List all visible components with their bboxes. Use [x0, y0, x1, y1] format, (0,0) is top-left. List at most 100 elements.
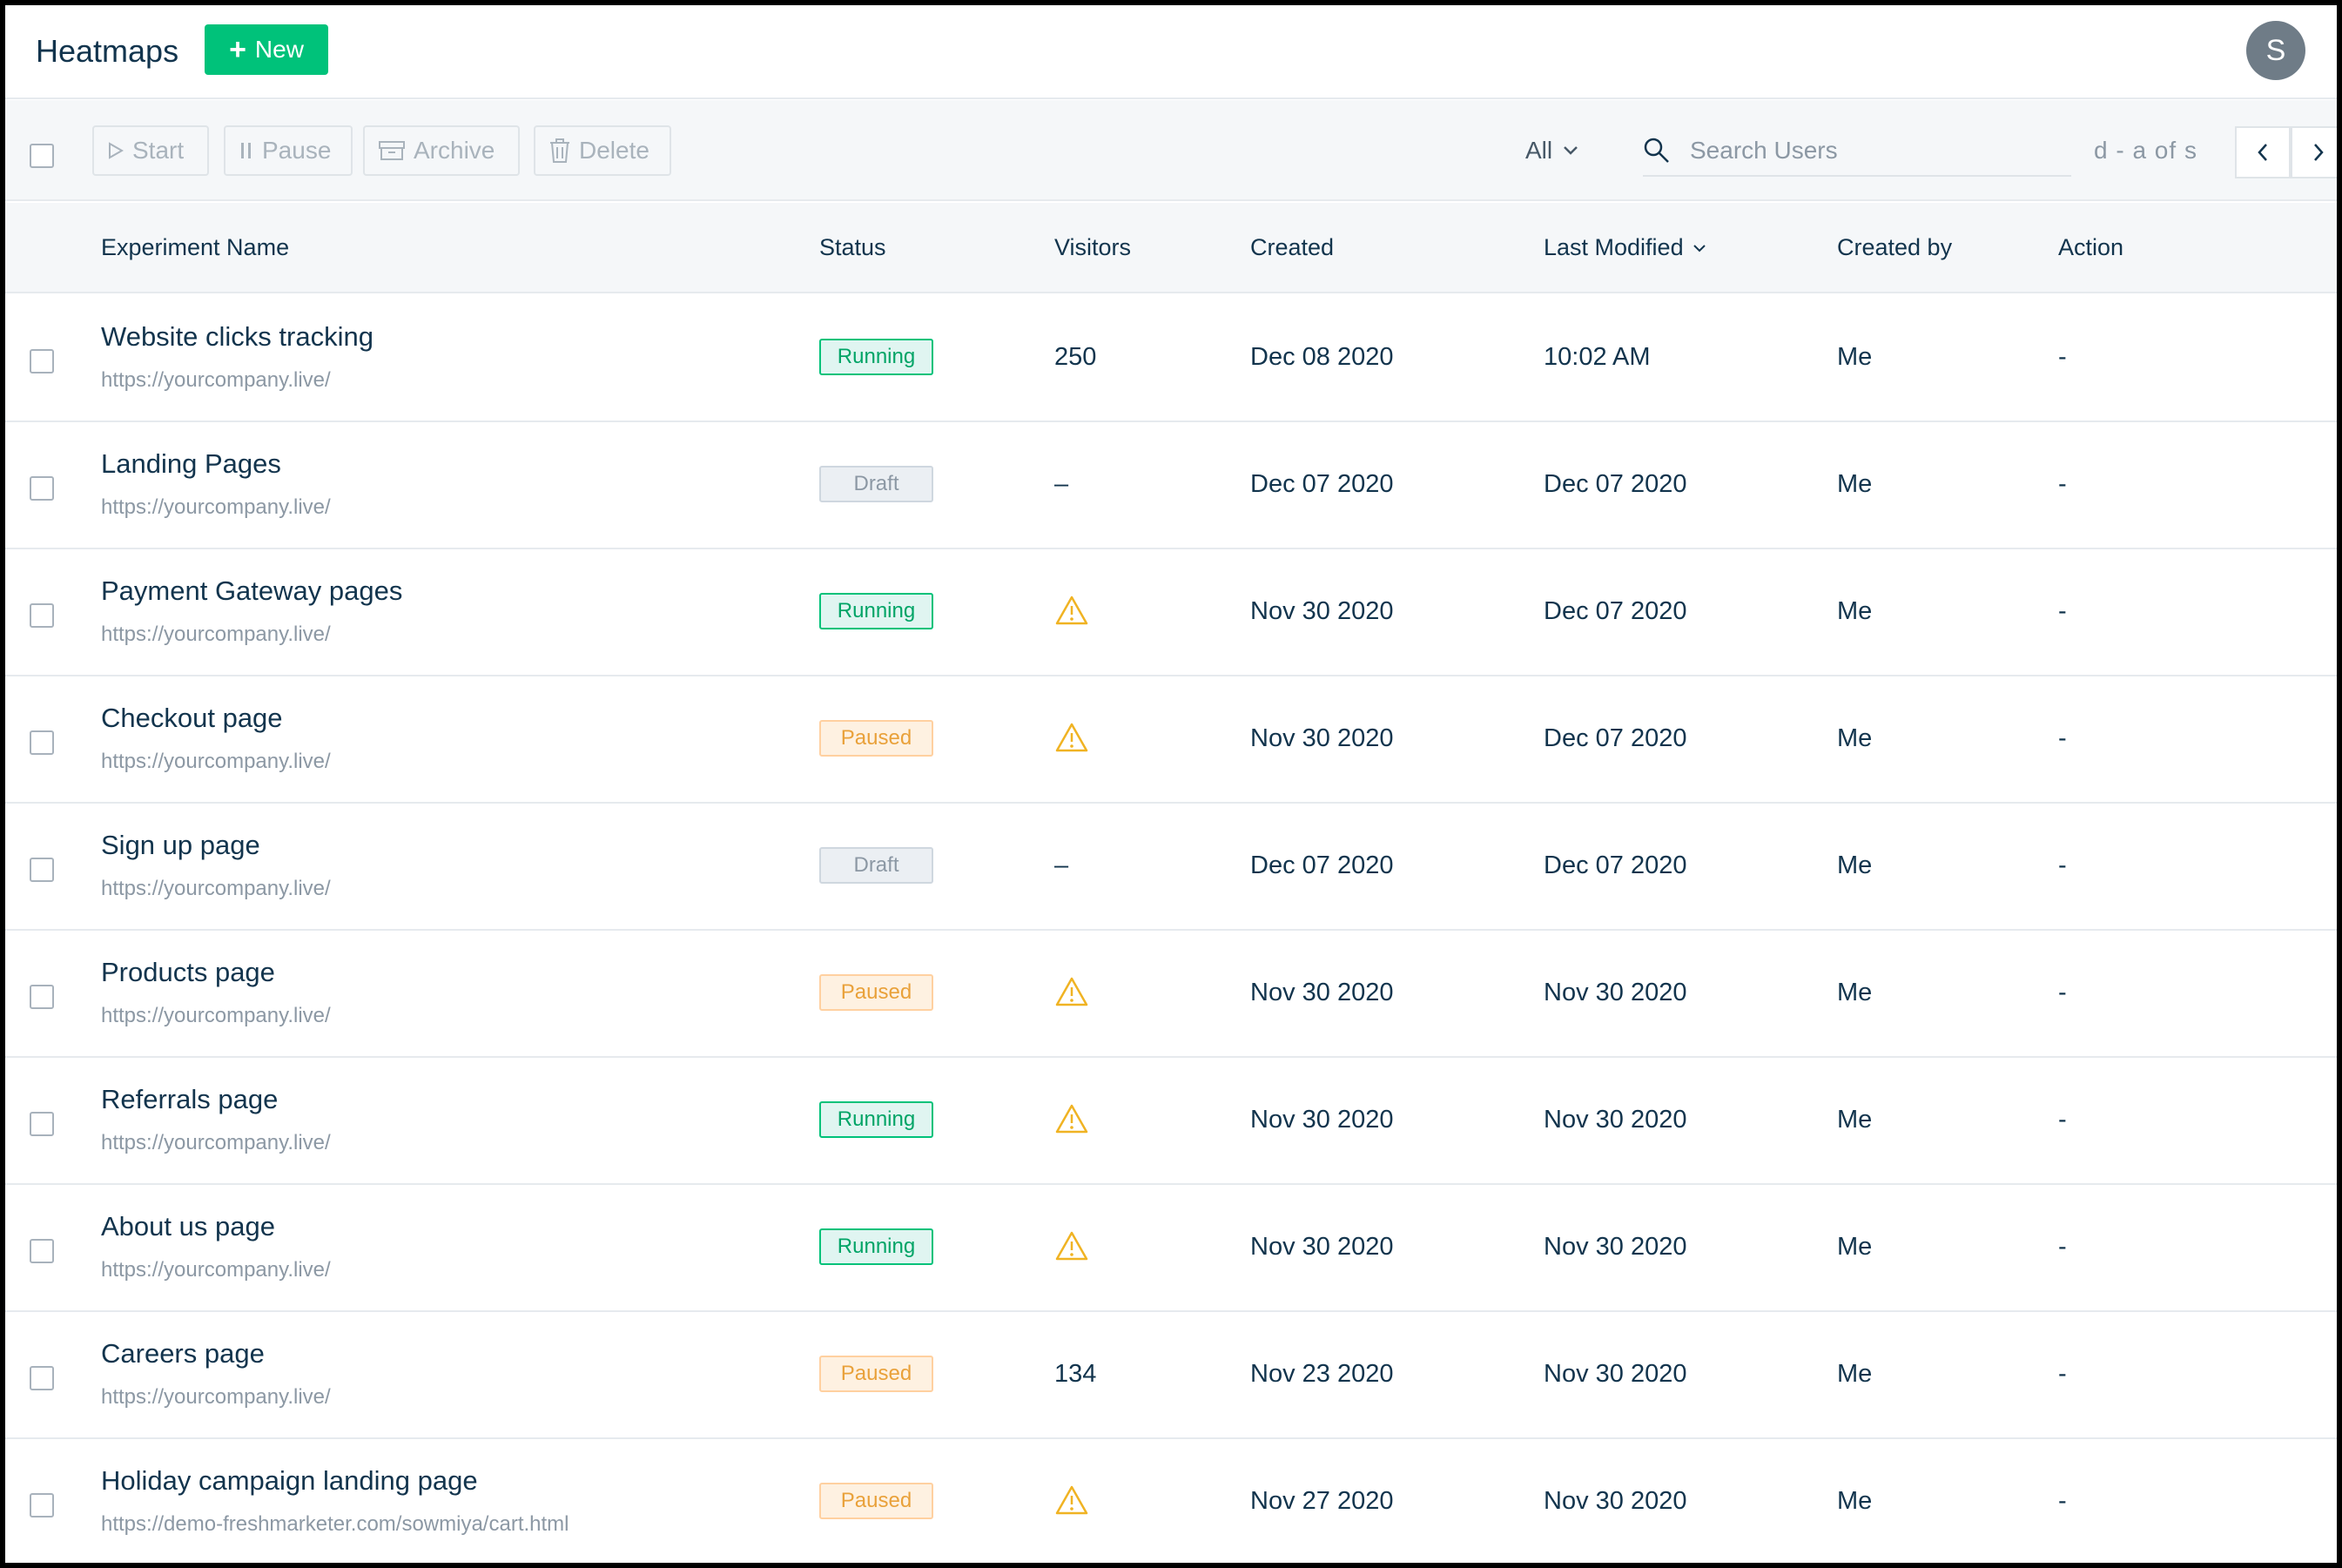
- experiment-name[interactable]: Payment Gateway pages: [101, 575, 403, 606]
- modified-date: Dec 07 2020: [1544, 851, 1687, 879]
- row-action: -: [2058, 1360, 2067, 1388]
- warning-icon: [1055, 1231, 1088, 1265]
- chevron-left-icon: [2258, 144, 2267, 161]
- row-checkbox[interactable]: [30, 858, 54, 882]
- row-checkbox[interactable]: [30, 730, 54, 755]
- table-row[interactable]: Payment Gateway pages https://yourcompan…: [5, 549, 2337, 676]
- experiment-name[interactable]: Holiday campaign landing page: [101, 1465, 478, 1496]
- previous-page-button[interactable]: [2235, 126, 2291, 178]
- visitors-count: 250: [1054, 343, 1097, 371]
- status-filter-value: All: [1525, 137, 1553, 164]
- experiment-url: https://yourcompany.live/: [101, 495, 331, 519]
- warning-icon: [1055, 596, 1088, 629]
- pause-button[interactable]: Pause: [224, 125, 353, 176]
- modified-date: 10:02 AM: [1544, 343, 1651, 371]
- play-icon: [109, 142, 124, 159]
- visitors-count: –: [1054, 851, 1069, 879]
- app-window: Heatmaps + New S Start Pause Archive Del…: [5, 5, 2337, 1563]
- pause-icon: [241, 143, 251, 158]
- column-header-visitors[interactable]: Visitors: [1054, 234, 1132, 260]
- row-action: -: [2058, 470, 2067, 498]
- delete-button-label: Delete: [579, 137, 649, 164]
- start-button-label: Start: [132, 137, 185, 164]
- table-row[interactable]: Careers page https://yourcompany.live/ P…: [5, 1312, 2337, 1439]
- experiment-url: https://yourcompany.live/: [101, 750, 331, 773]
- created-date: Nov 27 2020: [1250, 1487, 1394, 1515]
- experiment-table-body: Website clicks tracking https://yourcomp…: [5, 295, 2337, 1563]
- created-date: Dec 07 2020: [1250, 470, 1394, 498]
- next-page-button[interactable]: [2291, 126, 2337, 178]
- status-badge: Draft: [819, 466, 933, 502]
- experiment-name[interactable]: Sign up page: [101, 830, 260, 860]
- experiment-name[interactable]: Products page: [101, 957, 275, 987]
- table-row[interactable]: About us page https://yourcompany.live/ …: [5, 1185, 2337, 1312]
- table-row[interactable]: Website clicks tracking https://yourcomp…: [5, 295, 2337, 422]
- plus-icon: +: [229, 33, 246, 66]
- experiment-name[interactable]: Careers page: [101, 1338, 265, 1369]
- delete-button[interactable]: Delete: [534, 125, 671, 176]
- row-checkbox[interactable]: [30, 1493, 54, 1518]
- column-header-action: Action: [2058, 234, 2124, 260]
- modified-date: Dec 07 2020: [1544, 724, 1687, 752]
- created-date: Nov 30 2020: [1250, 1106, 1394, 1134]
- experiment-url: https://yourcompany.live/: [101, 1385, 331, 1409]
- table-row[interactable]: Checkout page https://yourcompany.live/ …: [5, 676, 2337, 804]
- row-action: -: [2058, 597, 2067, 625]
- created-date: Nov 30 2020: [1250, 724, 1394, 752]
- table-header: Experiment Name Status Visitors Created …: [5, 203, 2337, 293]
- column-header-created[interactable]: Created: [1250, 234, 1335, 260]
- start-button[interactable]: Start: [92, 125, 209, 176]
- status-badge: Paused: [819, 974, 933, 1011]
- experiment-url: https://yourcompany.live/: [101, 1004, 331, 1027]
- created-by: Me: [1837, 724, 1873, 752]
- pagination-summary: d - a of s: [2094, 137, 2197, 164]
- table-row[interactable]: Referrals page https://yourcompany.live/…: [5, 1058, 2337, 1185]
- archive-button-label: Archive: [414, 137, 495, 164]
- modified-date: Nov 30 2020: [1544, 1360, 1687, 1388]
- experiment-name[interactable]: Landing Pages: [101, 448, 281, 479]
- column-header-name[interactable]: Experiment Name: [101, 234, 290, 260]
- search-input[interactable]: [1690, 137, 2038, 165]
- experiment-url: https://yourcompany.live/: [101, 368, 331, 392]
- row-checkbox[interactable]: [30, 1112, 54, 1136]
- status-badge: Running: [819, 1228, 933, 1265]
- select-all-checkbox[interactable]: [30, 144, 54, 168]
- table-row[interactable]: Landing Pages https://yourcompany.live/ …: [5, 422, 2337, 549]
- experiment-name[interactable]: Website clicks tracking: [101, 321, 374, 352]
- row-action: -: [2058, 1487, 2067, 1515]
- table-row[interactable]: Holiday campaign landing page https://de…: [5, 1439, 2337, 1563]
- row-checkbox[interactable]: [30, 476, 54, 501]
- status-badge: Paused: [819, 1356, 933, 1392]
- experiment-name[interactable]: About us page: [101, 1211, 275, 1242]
- avatar[interactable]: S: [2246, 21, 2305, 80]
- row-checkbox[interactable]: [30, 1239, 54, 1263]
- column-header-status[interactable]: Status: [819, 234, 886, 260]
- status-filter-dropdown[interactable]: All: [1525, 137, 1578, 165]
- experiment-url: https://yourcompany.live/: [101, 1258, 331, 1282]
- trash-icon: [550, 138, 569, 163]
- created-date: Nov 23 2020: [1250, 1360, 1394, 1388]
- table-row[interactable]: Products page https://yourcompany.live/ …: [5, 931, 2337, 1058]
- warning-icon: [1055, 1104, 1088, 1138]
- experiment-name[interactable]: Referrals page: [101, 1084, 279, 1114]
- table-row[interactable]: Sign up page https://yourcompany.live/ D…: [5, 804, 2337, 931]
- column-header-created-by[interactable]: Created by: [1837, 234, 1953, 260]
- experiment-name[interactable]: Checkout page: [101, 703, 283, 733]
- new-heatmap-button[interactable]: + New: [205, 24, 328, 75]
- row-checkbox[interactable]: [30, 603, 54, 628]
- created-date: Nov 30 2020: [1250, 979, 1394, 1006]
- experiment-url: https://demo-freshmarketer.com/sowmiya/c…: [101, 1512, 569, 1536]
- row-action: -: [2058, 1233, 2067, 1261]
- created-by: Me: [1837, 470, 1873, 498]
- created-date: Dec 07 2020: [1250, 851, 1394, 879]
- column-header-last-modified[interactable]: Last Modified: [1544, 234, 1706, 261]
- row-checkbox[interactable]: [30, 985, 54, 1009]
- warning-icon: [1055, 1485, 1088, 1519]
- row-action: -: [2058, 979, 2067, 1006]
- chevron-down-icon: [1564, 146, 1578, 155]
- row-checkbox[interactable]: [30, 349, 54, 373]
- created-date: Nov 30 2020: [1250, 597, 1394, 625]
- modified-date: Dec 07 2020: [1544, 470, 1687, 498]
- row-checkbox[interactable]: [30, 1366, 54, 1390]
- archive-button[interactable]: Archive: [363, 125, 520, 176]
